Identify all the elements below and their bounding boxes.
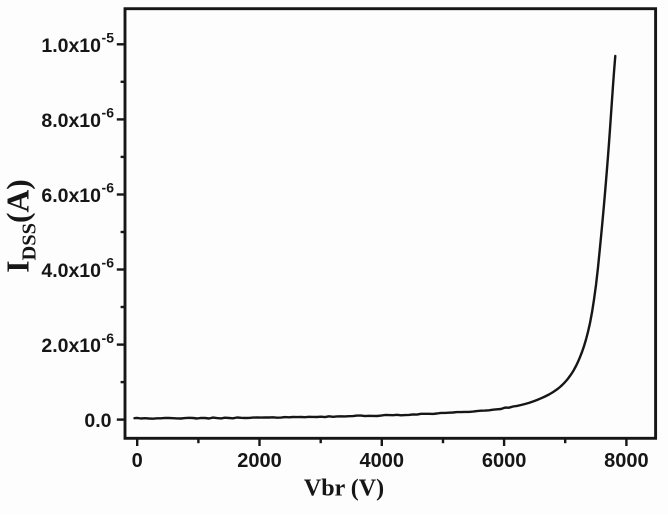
svg-text:8000: 8000 — [604, 450, 649, 472]
svg-text:2000: 2000 — [237, 450, 282, 472]
svg-text:2.0x10: 2.0x10 — [41, 335, 101, 357]
svg-text:4.0x10: 4.0x10 — [41, 260, 101, 282]
svg-text:4000: 4000 — [360, 450, 405, 472]
svg-text:-6: -6 — [102, 105, 115, 121]
svg-text:-6: -6 — [102, 255, 115, 271]
svg-text:6.0x10: 6.0x10 — [41, 185, 101, 207]
svg-text:Vbr (V): Vbr (V) — [304, 476, 384, 502]
svg-text:6000: 6000 — [482, 450, 527, 472]
svg-text:0: 0 — [132, 450, 143, 472]
svg-text:-6: -6 — [102, 330, 115, 346]
svg-text:-6: -6 — [102, 180, 115, 196]
svg-text:0.0: 0.0 — [84, 410, 111, 432]
svg-text:1.0x10: 1.0x10 — [41, 35, 101, 57]
svg-text:-5: -5 — [102, 30, 115, 46]
svg-text:8.0x10: 8.0x10 — [41, 110, 101, 132]
